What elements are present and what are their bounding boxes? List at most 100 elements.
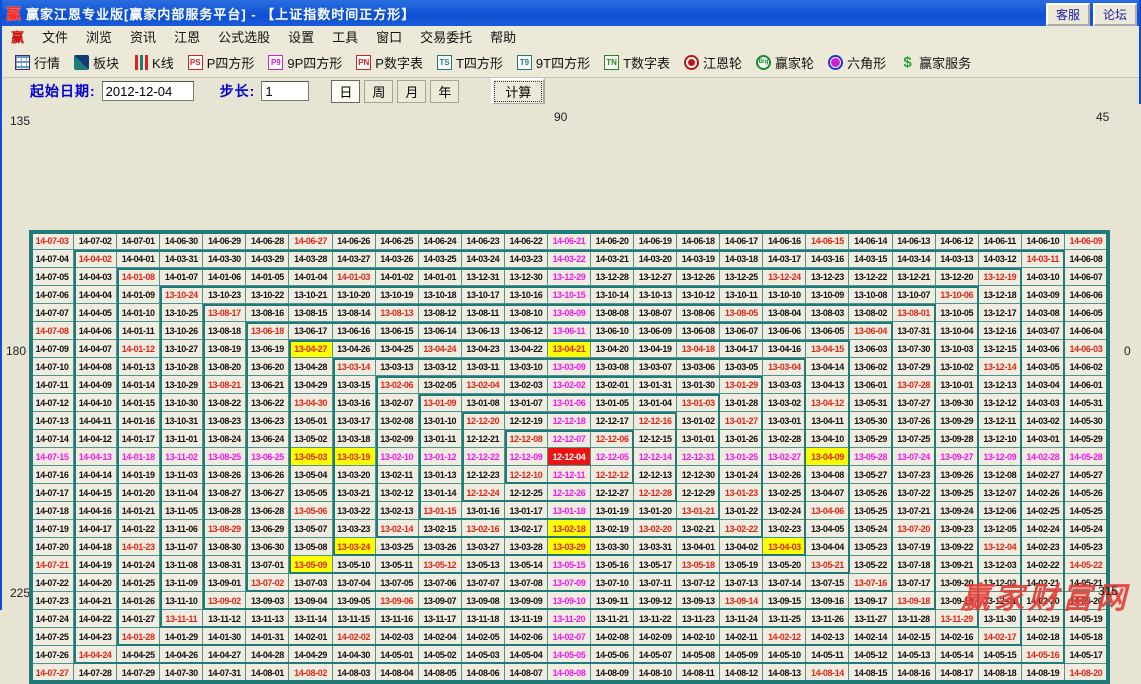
grid-cell: 13-09-16: [806, 592, 850, 610]
menu-item-文件[interactable]: 文件: [42, 30, 69, 45]
period-button-周[interactable]: 周: [364, 79, 394, 103]
grid-cell: 13-12-23: [806, 268, 850, 286]
grid-cell: 13-04-07: [806, 484, 850, 502]
period-button-年[interactable]: 年: [430, 79, 460, 103]
toolbar-item-K线[interactable]: K线: [126, 51, 181, 74]
grid-cell: 12-12-14: [634, 448, 678, 466]
grid-cell: 13-05-05: [289, 484, 333, 502]
toolbar-item-六角形[interactable]: 六角形: [821, 51, 893, 74]
toolbar-item-P四方形[interactable]: PS P四方形: [181, 51, 262, 74]
menu-item-帮助[interactable]: 帮助: [490, 30, 517, 45]
grid-cell: 14-08-15: [849, 664, 893, 682]
menu-item-资讯[interactable]: 资讯: [130, 30, 157, 45]
grid-cell: 13-10-24: [160, 286, 204, 304]
grid-cell: 13-04-15: [806, 340, 850, 358]
grid-cell: 13-01-28: [720, 394, 764, 412]
grid-cell: 13-12-14: [978, 358, 1022, 376]
grid-cell: 13-09-18: [892, 592, 936, 610]
grid-cell: 13-11-26: [806, 610, 850, 628]
grid-cell: 13-09-17: [849, 592, 893, 610]
grid-cell: 13-10-22: [246, 286, 290, 304]
period-button-group: 日周月年: [331, 79, 463, 103]
start-date-input[interactable]: [101, 81, 194, 101]
grid-cell: 13-06-06: [763, 322, 807, 340]
gann-time-square-grid: 14-07-03 14-07-02 14-07-01 14-06-30 14-06-29…: [29, 230, 1110, 684]
grid-cell: 13-11-28: [892, 610, 936, 628]
grid-cell: 14-03-14: [892, 250, 936, 268]
grid-cell: 13-12-12: [978, 394, 1022, 412]
step-input[interactable]: [261, 81, 310, 101]
period-button-日[interactable]: 日: [331, 79, 361, 103]
forum-button[interactable]: 论坛: [1092, 3, 1137, 26]
grid-cell: 13-04-20: [591, 340, 635, 358]
grid-cell: 14-07-28: [74, 664, 118, 682]
customer-service-button[interactable]: 客服: [1045, 3, 1090, 26]
calculate-button[interactable]: 计算: [491, 77, 546, 105]
toolbar-item-T四方形[interactable]: TS T四方形: [430, 51, 510, 74]
toolbar-item-板块[interactable]: 板块: [67, 51, 126, 74]
grid-cell: 12-12-22: [461, 448, 505, 466]
grid-cell: 13-08-25: [203, 448, 247, 466]
grid-cell: 13-09-03: [246, 592, 290, 610]
grid-cell: 13-03-08: [591, 358, 635, 376]
grid-cell: 13-10-25: [160, 304, 204, 322]
grid-cell: 13-03-24: [332, 538, 376, 556]
grid-cell: 14-02-26: [1021, 484, 1065, 502]
grid-cell: 13-03-26: [418, 538, 462, 556]
grid-cell: 14-02-16: [935, 628, 979, 646]
grid-cell: 13-06-22: [246, 394, 290, 412]
grid-cell: 13-01-22: [720, 502, 764, 520]
grid-cell: 14-07-01: [117, 232, 161, 250]
menu-item-窗口[interactable]: 窗口: [376, 30, 403, 45]
grid-cell: 13-09-13: [677, 592, 721, 610]
toolbar-item-P数字表[interactable]: PN P数字表: [349, 51, 430, 74]
grid-cell: 14-06-07: [1064, 268, 1108, 286]
grid-cell: 13-03-09: [547, 358, 592, 376]
toolbar-item-行情[interactable]: 行情: [8, 51, 67, 74]
menu-item-公式选股[interactable]: 公式选股: [218, 30, 271, 45]
toolbar-item-9P四方形[interactable]: P9 9P四方形: [261, 51, 349, 74]
grid-cell: 13-01-17: [504, 502, 548, 520]
grid-cell: 12-12-20: [461, 412, 505, 430]
toolbar-item-T数字表[interactable]: TN T数字表: [597, 51, 677, 74]
grid-cell: 12-12-27: [591, 484, 635, 502]
grid-cell: 13-11-08: [160, 556, 204, 574]
grid-cell: 13-08-03: [806, 304, 850, 322]
grid-cell: 14-06-08: [1064, 250, 1108, 268]
grid-cell: 13-10-23: [203, 286, 247, 304]
toolbar-item-9T四方形[interactable]: T9 9T四方形: [510, 51, 597, 74]
grid-cell: 13-08-01: [892, 304, 936, 322]
period-button-月[interactable]: 月: [397, 79, 427, 103]
grid-cell: 14-02-06: [504, 628, 548, 646]
grid-cell: 13-05-08: [289, 538, 333, 556]
grid-cell: 14-03-12: [978, 250, 1022, 268]
grid-cell: 13-08-22: [203, 394, 247, 412]
menu-item-交易委托[interactable]: 交易委托: [420, 30, 473, 45]
grid-cell: 14-05-05: [547, 646, 592, 664]
grid-cell: 13-09-22: [935, 538, 979, 556]
grid-cell: 14-01-04: [289, 268, 333, 286]
toolbar-item-赢家服务[interactable]: $ 赢家服务: [893, 51, 978, 74]
grid-cell: 13-10-13: [634, 286, 678, 304]
grid-cell: 14-06-27: [289, 232, 333, 250]
grid-cell: 13-11-27: [849, 610, 893, 628]
menu-item-工具[interactable]: 工具: [332, 30, 359, 45]
grid-cell: 14-05-22: [1064, 556, 1108, 574]
grid-cell: 13-12-06: [978, 502, 1022, 520]
grid-cell: 13-04-17: [720, 340, 764, 358]
grid-cell: 13-10-15: [547, 286, 592, 304]
menu-item-浏览[interactable]: 浏览: [86, 30, 113, 45]
grid-cell: 13-03-15: [332, 376, 376, 394]
grid-cell: 13-03-11: [461, 358, 505, 376]
menu-item-设置[interactable]: 设置: [288, 30, 315, 45]
grid-cell: 13-09-01: [203, 574, 247, 592]
grid-cell: 13-10-08: [849, 286, 893, 304]
grid-cell: 14-07-10: [31, 358, 75, 376]
grid-cell: 14-07-09: [31, 340, 75, 358]
grid-cell: 13-11-02: [160, 448, 204, 466]
grid-cell: 14-04-26: [160, 646, 204, 664]
menu-item-江恩[interactable]: 江恩: [174, 30, 201, 45]
menu-brand-icon[interactable]: 赢: [11, 30, 25, 45]
toolbar-item-赢家轮[interactable]: Big 赢家轮: [749, 51, 821, 74]
toolbar-item-江恩轮[interactable]: 江恩轮: [677, 51, 749, 74]
